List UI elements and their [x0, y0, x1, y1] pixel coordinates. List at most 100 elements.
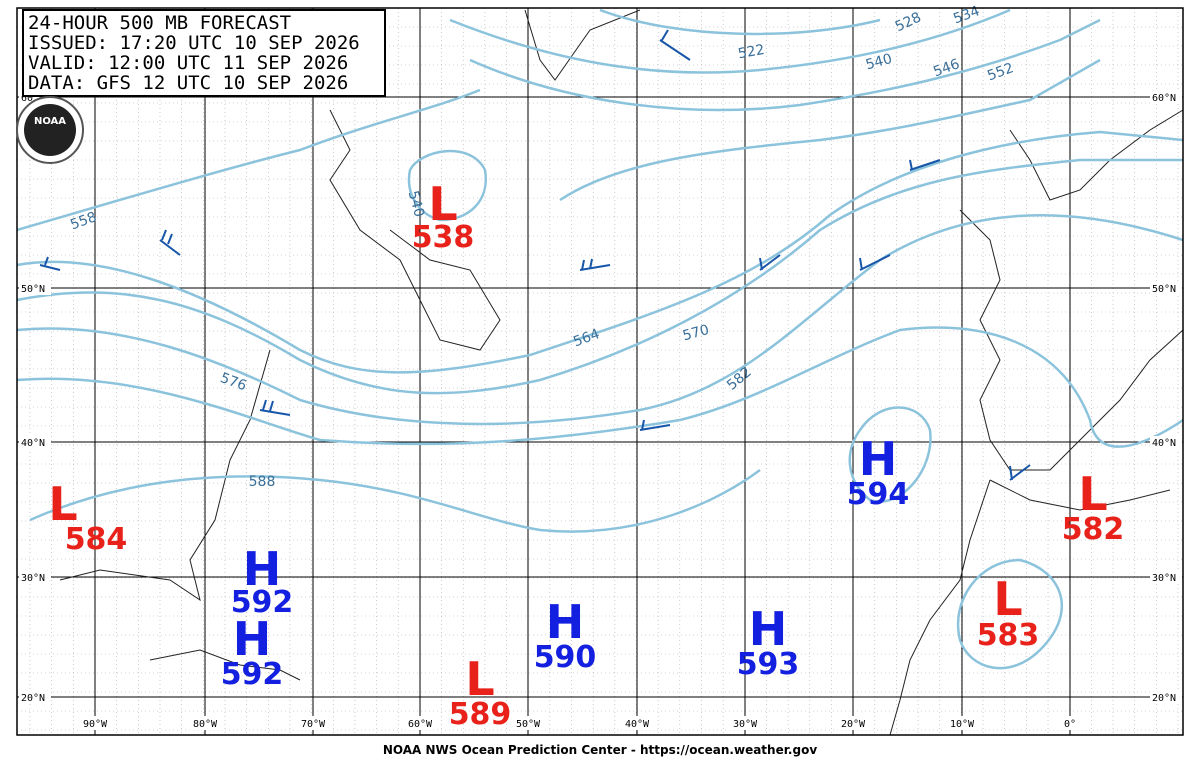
- wind-barbs: [39, 29, 1031, 481]
- lat-label-box: [1150, 691, 1182, 704]
- labrador-coast: [329, 109, 501, 351]
- center-value: 538: [412, 220, 475, 255]
- lat-label: 30°N: [1152, 573, 1176, 584]
- lon-label: 10°W: [950, 719, 975, 730]
- lat-label: 60°N: [21, 93, 45, 104]
- center-letter: L: [428, 177, 457, 231]
- lat-label: 20°N: [21, 693, 45, 704]
- wind-barb: [759, 254, 781, 271]
- center-letter: L: [1078, 467, 1107, 521]
- lat-label-box: [1150, 91, 1182, 104]
- lat-label: 40°N: [21, 438, 45, 449]
- scandinavia-coast: [1009, 109, 1184, 201]
- contour: [469, 18, 1101, 112]
- lat-label-box: [19, 691, 51, 704]
- lon-label: 40°W: [625, 719, 650, 730]
- lon-label-box: [511, 716, 545, 730]
- lat-label-box: [1150, 571, 1182, 584]
- lon-label: 70°W: [301, 719, 326, 730]
- contour-label: 540: [405, 189, 427, 219]
- center-letter: H: [749, 602, 788, 656]
- center-letter: H: [859, 432, 898, 486]
- lon-label: 30°W: [733, 719, 758, 730]
- logo-text: NOAA: [34, 116, 66, 127]
- lon-label: 60°W: [408, 719, 433, 730]
- wind-barb: [859, 254, 891, 271]
- contour-label: 522: [737, 42, 766, 62]
- contour: [559, 58, 1101, 202]
- caribbean: [149, 649, 301, 681]
- contour: [407, 149, 488, 222]
- header-line: 24-HOUR 500 MB FORECAST: [28, 12, 291, 34]
- lat-label: 20°N: [1152, 693, 1176, 704]
- lon-label: 50°W: [516, 719, 541, 730]
- contour: [16, 214, 1184, 426]
- footer: NOAA NWS Ocean Prediction Center - https…: [383, 743, 817, 757]
- contour: [848, 406, 932, 503]
- lon-label-box: [620, 716, 654, 730]
- header-line: DATA: GFS 12 UTC 10 SEP 2026: [28, 72, 348, 94]
- graticule: [17, 7, 1183, 735]
- lat-label-box: [1150, 282, 1182, 295]
- center-value: 582: [1062, 512, 1125, 547]
- europe-coast: [959, 209, 1184, 471]
- logo-inner: [24, 104, 76, 156]
- lon-label: 90°W: [83, 719, 108, 730]
- lat-label-box: [19, 436, 51, 449]
- us-east-coast: [59, 349, 271, 602]
- center-value: 594: [847, 477, 910, 512]
- lon-label: 0°: [1064, 719, 1076, 730]
- greenland: [524, 9, 641, 81]
- center-letter: H: [243, 542, 282, 596]
- contour: [16, 88, 481, 232]
- center-value: 590: [534, 640, 597, 675]
- lon-label-box: [78, 716, 112, 730]
- lon-label-box: [403, 716, 437, 730]
- contour: [449, 8, 1011, 74]
- contour-label: 588: [249, 474, 276, 490]
- contour: [16, 326, 1184, 448]
- center-letter: L: [465, 652, 494, 706]
- africa-coast: [889, 479, 1171, 736]
- lon-label: 20°W: [841, 719, 866, 730]
- wind-barb: [909, 159, 941, 171]
- wind-barb: [639, 419, 671, 431]
- wind-barb: [39, 256, 61, 271]
- lon-label-box: [296, 716, 330, 730]
- lat-label: 60°N: [1152, 93, 1176, 104]
- wind-barb: [159, 229, 181, 256]
- map-frame: [16, 7, 1184, 736]
- lat-label: 30°N: [21, 573, 45, 584]
- contour: [29, 468, 761, 533]
- contour-label: 540: [864, 51, 894, 73]
- center-value: 593: [737, 647, 800, 682]
- header-line: VALID: 12:00 UTC 11 SEP 2026: [28, 52, 348, 74]
- center-letter: H: [546, 595, 585, 649]
- center-value: 592: [221, 657, 284, 692]
- center-letter: H: [233, 612, 272, 666]
- contour: [956, 558, 1063, 670]
- wind-barb: [659, 29, 691, 61]
- center-value: 584: [65, 522, 128, 557]
- lat-label: 50°N: [1152, 284, 1176, 295]
- contour: [599, 8, 881, 36]
- center-letter: L: [993, 572, 1022, 626]
- lat-label-box: [1150, 436, 1182, 449]
- jet-axis: [16, 130, 1184, 374]
- header-box: [22, 9, 386, 97]
- wind-barb: [259, 399, 291, 416]
- coastlines: [59, 9, 1184, 736]
- lat-label-box: [19, 282, 51, 295]
- lat-label-box: [19, 571, 51, 584]
- height-contours: [16, 8, 1184, 670]
- lon-label: 80°W: [193, 719, 218, 730]
- lat-label: 40°N: [1152, 438, 1176, 449]
- lon-label-box: [945, 716, 979, 730]
- center-letter: L: [48, 477, 77, 531]
- lon-label-box: [1053, 716, 1087, 730]
- center-value: 592: [231, 585, 294, 620]
- lat-label: 50°N: [21, 284, 45, 295]
